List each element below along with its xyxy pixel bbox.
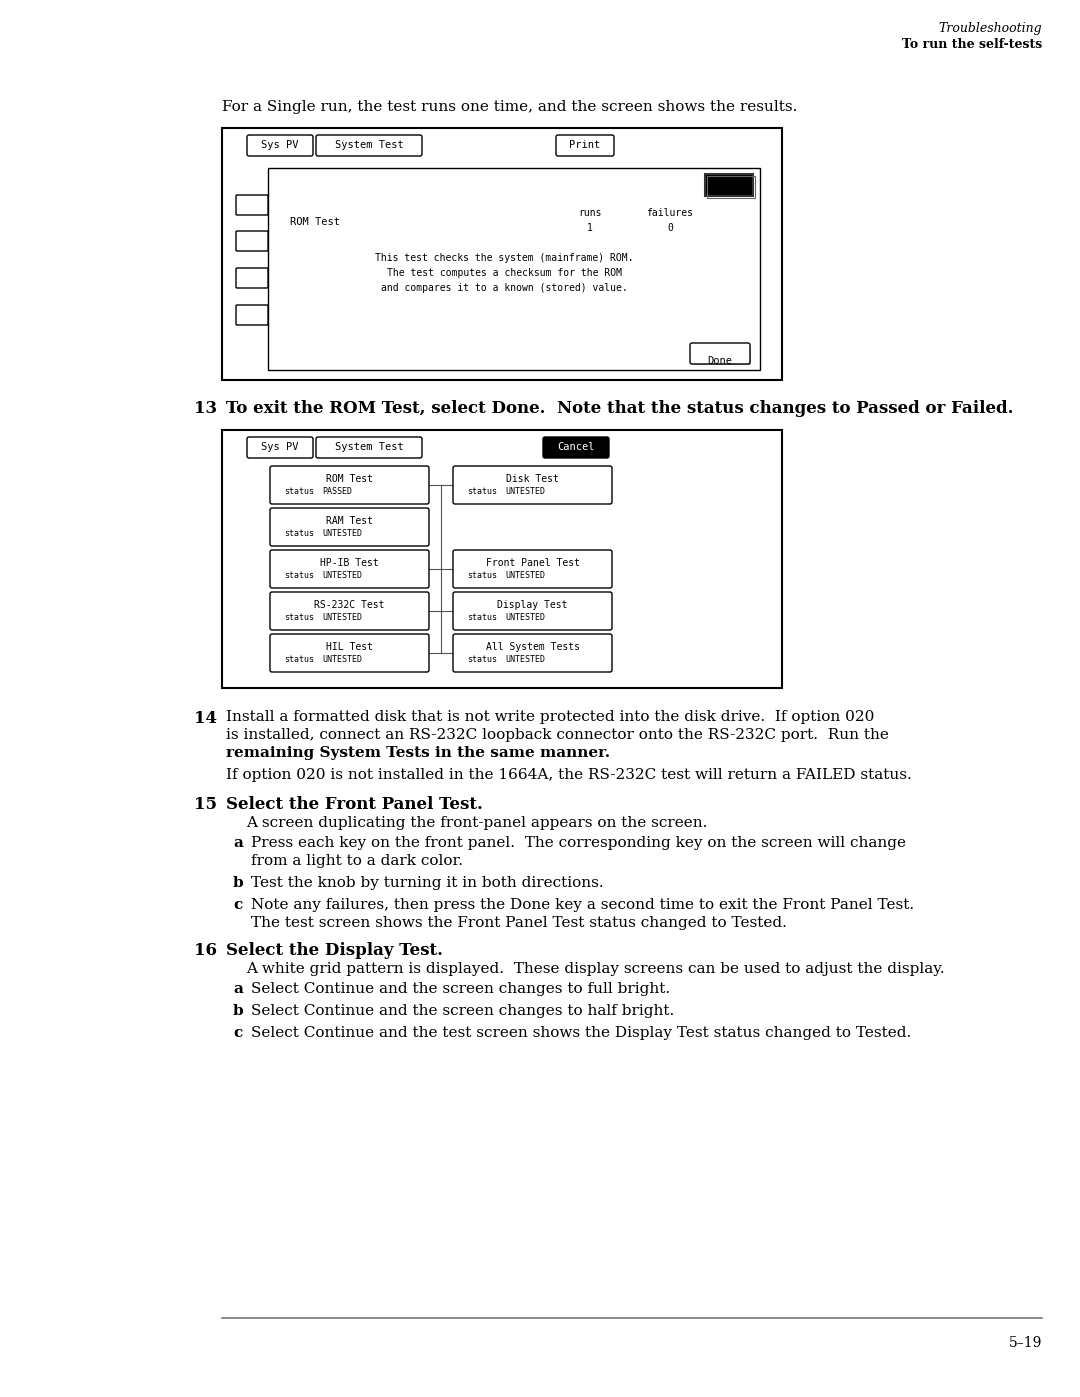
FancyBboxPatch shape (270, 550, 429, 588)
FancyBboxPatch shape (453, 550, 612, 588)
Bar (694, 346, 750, 365)
Text: HP-IB Test: HP-IB Test (320, 557, 379, 569)
Text: This test checks the system (mainframe) ROM.: This test checks the system (mainframe) … (375, 253, 633, 263)
Text: 5–19: 5–19 (1009, 1336, 1042, 1350)
Text: UNTESTED: UNTESTED (322, 655, 362, 665)
Text: System Test: System Test (335, 441, 403, 453)
Text: Install a formatted disk that is not write protected into the disk drive.  If op: Install a formatted disk that is not wri… (226, 710, 875, 724)
Text: UNTESTED: UNTESTED (322, 529, 362, 538)
Text: c: c (233, 1025, 243, 1039)
Text: Select Continue and the test screen shows the Display Test status changed to Tes: Select Continue and the test screen show… (251, 1025, 912, 1039)
FancyBboxPatch shape (237, 305, 268, 326)
FancyBboxPatch shape (270, 509, 429, 546)
Text: ROM Test: ROM Test (291, 217, 340, 226)
FancyBboxPatch shape (237, 268, 268, 288)
Text: The test computes a checksum for the ROM: The test computes a checksum for the ROM (387, 268, 622, 278)
Text: Press each key on the front panel.  The corresponding key on the screen will cha: Press each key on the front panel. The c… (251, 835, 906, 849)
Text: a: a (233, 835, 243, 849)
Text: To run the self-tests: To run the self-tests (902, 38, 1042, 52)
Text: 14: 14 (194, 710, 217, 726)
Text: 15: 15 (194, 796, 217, 813)
Text: status: status (284, 613, 314, 623)
Text: PASSED: PASSED (322, 488, 352, 496)
FancyBboxPatch shape (453, 467, 612, 504)
Text: failures: failures (647, 208, 693, 218)
Text: Display Test: Display Test (497, 599, 568, 610)
Text: Select Continue and the screen changes to half bright.: Select Continue and the screen changes t… (251, 1004, 674, 1018)
FancyBboxPatch shape (316, 136, 422, 156)
FancyBboxPatch shape (316, 437, 422, 458)
FancyBboxPatch shape (556, 136, 615, 156)
Bar (222, 430, 782, 687)
Text: 13: 13 (194, 400, 217, 416)
Text: HIL Test: HIL Test (326, 643, 373, 652)
Text: 0: 0 (667, 224, 673, 233)
Text: status: status (467, 613, 497, 623)
Bar (707, 176, 755, 198)
Text: Front Panel Test: Front Panel Test (486, 557, 580, 569)
Text: Disk Test: Disk Test (507, 474, 559, 483)
Text: from a light to a dark color.: from a light to a dark color. (251, 854, 463, 868)
Text: All System Tests: All System Tests (486, 643, 580, 652)
FancyBboxPatch shape (453, 592, 612, 630)
Text: is installed, connect an RS-232C loopback connector onto the RS-232C port.  Run : is installed, connect an RS-232C loopbac… (226, 728, 889, 742)
Text: A white grid pattern is displayed.  These display screens can be used to adjust : A white grid pattern is displayed. These… (246, 963, 945, 977)
Text: Select Continue and the screen changes to full bright.: Select Continue and the screen changes t… (251, 982, 670, 996)
Text: Done: Done (707, 356, 732, 366)
FancyBboxPatch shape (247, 437, 313, 458)
Text: b: b (232, 1004, 243, 1018)
Text: ROM Test: ROM Test (326, 474, 373, 483)
Text: status: status (467, 488, 497, 496)
Text: Troubleshooting: Troubleshooting (939, 22, 1042, 35)
Text: and compares it to a known (stored) value.: and compares it to a known (stored) valu… (381, 284, 627, 293)
Text: Test the knob by turning it in both directions.: Test the knob by turning it in both dire… (251, 876, 604, 890)
Text: status: status (467, 655, 497, 665)
FancyBboxPatch shape (690, 344, 750, 365)
Text: Sys PV: Sys PV (261, 441, 299, 453)
Text: Select the Display Test.: Select the Display Test. (226, 942, 443, 958)
Text: status: status (284, 655, 314, 665)
Text: Print: Print (569, 140, 600, 149)
FancyBboxPatch shape (237, 231, 268, 251)
FancyBboxPatch shape (453, 634, 612, 672)
Text: remaining System Tests in the same manner.: remaining System Tests in the same manne… (226, 746, 610, 760)
Text: Cancel: Cancel (557, 441, 595, 453)
Text: UNTESTED: UNTESTED (322, 571, 362, 581)
Bar (222, 129, 782, 380)
Text: status: status (284, 488, 314, 496)
Text: 1: 1 (588, 224, 593, 233)
Text: For a Single run, the test runs one time, and the screen shows the results.: For a Single run, the test runs one time… (222, 101, 797, 115)
Text: To exit the ROM Test, select Done.  Note that the status changes to Passed or Fa: To exit the ROM Test, select Done. Note … (226, 400, 1013, 416)
Text: Select the Front Panel Test.: Select the Front Panel Test. (226, 796, 483, 813)
Bar (705, 175, 753, 196)
Text: UNTESTED: UNTESTED (505, 488, 545, 496)
Text: If option 020 is not installed in the 1664A, the RS-232C test will return a FAIL: If option 020 is not installed in the 16… (226, 768, 912, 782)
Text: c: c (233, 898, 243, 912)
Text: UNTESTED: UNTESTED (322, 613, 362, 623)
Text: UNTESTED: UNTESTED (505, 571, 545, 581)
Text: status: status (467, 571, 497, 581)
Text: Sys PV: Sys PV (261, 140, 299, 149)
Text: status: status (284, 529, 314, 538)
Text: UNTESTED: UNTESTED (505, 613, 545, 623)
FancyBboxPatch shape (270, 592, 429, 630)
Text: The test screen shows the Front Panel Test status changed to Tested.: The test screen shows the Front Panel Te… (251, 916, 787, 930)
Text: a: a (233, 982, 243, 996)
Text: RS-232C Test: RS-232C Test (314, 599, 384, 610)
Bar (268, 168, 760, 370)
Text: b: b (232, 876, 243, 890)
FancyBboxPatch shape (237, 196, 268, 215)
Text: System Test: System Test (335, 140, 403, 149)
Text: RAM Test: RAM Test (326, 515, 373, 527)
Text: 16: 16 (194, 942, 217, 958)
FancyBboxPatch shape (270, 467, 429, 504)
Text: UNTESTED: UNTESTED (505, 655, 545, 665)
Text: Note any failures, then press the Done key a second time to exit the Front Panel: Note any failures, then press the Done k… (251, 898, 914, 912)
FancyBboxPatch shape (543, 437, 609, 458)
FancyBboxPatch shape (270, 634, 429, 672)
Text: status: status (284, 571, 314, 581)
FancyBboxPatch shape (247, 136, 313, 156)
Text: runs: runs (578, 208, 602, 218)
Text: A screen duplicating the front-panel appears on the screen.: A screen duplicating the front-panel app… (246, 816, 707, 830)
